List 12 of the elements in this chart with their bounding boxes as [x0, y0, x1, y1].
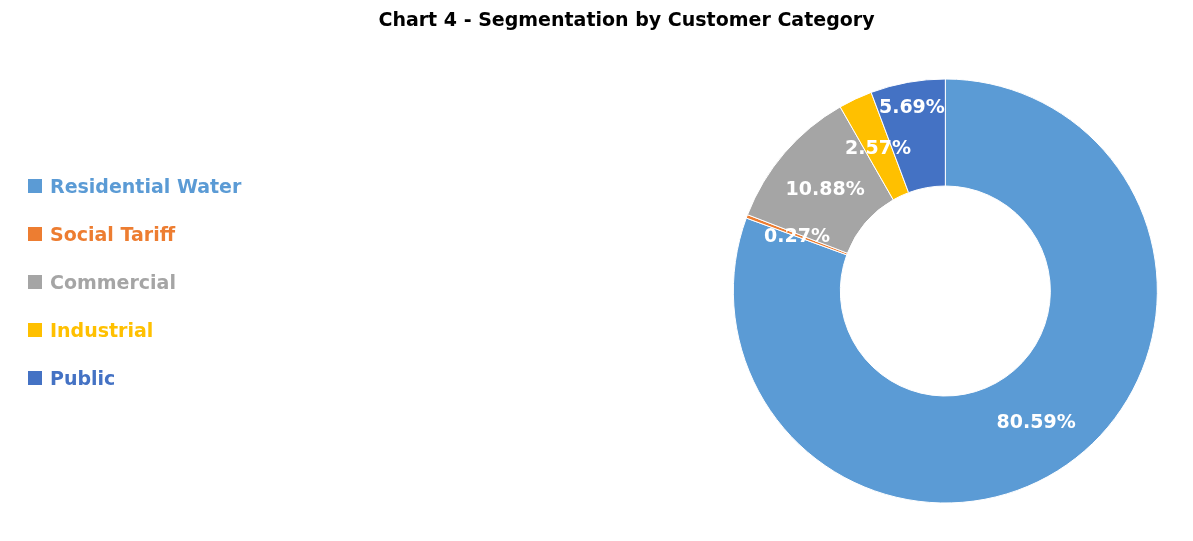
data-label: 0.27% — [764, 224, 830, 247]
legend-label: Public — [50, 365, 116, 391]
data-label: 5.69% — [878, 95, 945, 117]
legend-label: Industrial — [50, 317, 154, 343]
legend-label: Social Tariff — [50, 221, 176, 247]
data-label: 10.88% — [785, 176, 865, 199]
chart-title: Chart 4 - Segmentation by Customer Category — [377, 8, 876, 32]
data-label: 2.57% — [845, 136, 912, 159]
legend-label: Residential Water — [50, 173, 242, 199]
data-label: 80.59% — [996, 409, 1076, 432]
donut-slice — [733, 78, 1158, 504]
legend-label: Commercial — [50, 269, 176, 295]
